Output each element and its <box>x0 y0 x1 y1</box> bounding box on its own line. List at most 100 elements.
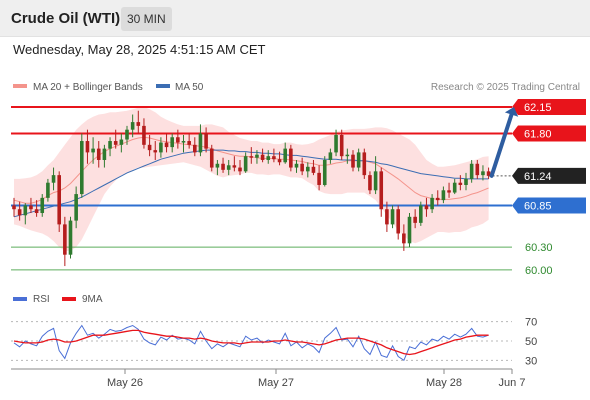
candle-body <box>390 209 395 225</box>
candle-body <box>108 141 112 149</box>
candle-body <box>153 150 158 153</box>
candle-body <box>294 163 299 168</box>
candle-body <box>238 167 242 172</box>
candle-body <box>68 220 73 255</box>
rsi-tick-label: 70 <box>525 317 537 329</box>
candles <box>12 110 491 267</box>
candle-body <box>29 205 33 210</box>
legend-label-9ma: 9MA <box>82 294 103 305</box>
candle-body <box>334 134 338 153</box>
rsi-panel: 70 50 30 RSI 9MA <box>11 294 537 367</box>
candle-body <box>419 205 423 223</box>
candle-body <box>74 194 78 221</box>
rsi-tick-label: 30 <box>525 355 537 367</box>
legend-swatch-ma50 <box>156 84 170 88</box>
forecast-arrow-shaft <box>489 112 514 178</box>
current-price-label: 61.24 <box>524 171 552 183</box>
candle-body <box>125 129 129 140</box>
candle-body <box>147 144 152 151</box>
candle-body <box>136 122 141 126</box>
candle-body <box>215 163 220 168</box>
candle-body <box>17 209 22 216</box>
candle-body <box>475 163 480 176</box>
candle-body <box>204 133 208 149</box>
level-label-62.15: 62.15 <box>524 102 552 114</box>
legend-label-rsi: RSI <box>33 294 50 305</box>
candle-body <box>85 141 90 153</box>
rsi-line <box>13 324 489 362</box>
instrument-title: Crude Oil (WTI) <box>11 10 121 27</box>
candle-body <box>12 205 16 210</box>
legend-swatch-ma20 <box>13 84 27 88</box>
level-label-60.00: 60.00 <box>525 265 553 277</box>
candle-body <box>311 166 316 173</box>
legend-label-ma50: MA 50 <box>175 82 204 93</box>
rsi-ma-line <box>13 329 489 356</box>
candle-body <box>486 171 491 176</box>
candle-body <box>46 182 50 198</box>
candle-body <box>430 197 434 210</box>
candle-body <box>91 148 95 153</box>
x-tick-label: May 26 <box>107 377 143 389</box>
candle-body <box>187 141 191 145</box>
candle-body <box>452 182 457 193</box>
candle-body <box>266 156 271 160</box>
candle-body <box>164 142 169 148</box>
level-lines: 62.15 61.80 60.85 60.30 60.00 <box>11 98 586 277</box>
candle-body <box>373 171 378 191</box>
candle-body <box>435 197 440 201</box>
candle-body <box>181 141 186 143</box>
candle-body <box>277 159 282 163</box>
candle-body <box>232 165 237 168</box>
candle-body <box>255 154 259 158</box>
candle-body <box>328 152 333 160</box>
legend-swatch-rsi <box>13 297 27 301</box>
candle-body <box>34 209 39 214</box>
candle-body <box>260 154 265 160</box>
candle-body <box>51 175 56 183</box>
x-tick-label: May 28 <box>426 377 462 389</box>
candle-body <box>221 163 225 170</box>
forecast-arrow-head <box>504 106 519 117</box>
bollinger-bands <box>14 106 489 251</box>
candle-body <box>113 141 118 145</box>
legend-swatch-9ma <box>62 297 76 301</box>
candle-body <box>130 122 135 130</box>
candle-body <box>57 175 61 225</box>
x-tick-label: Jun 7 <box>499 377 526 389</box>
candle-body <box>385 209 389 225</box>
candle-body <box>243 156 248 172</box>
x-tick-label: May 27 <box>258 377 294 389</box>
candle-body <box>96 148 101 160</box>
candle-body <box>176 137 180 143</box>
credit-text: Research © 2025 Trading Central <box>431 82 580 93</box>
candle-body <box>413 216 417 223</box>
level-tag-61.80 <box>512 125 586 142</box>
candle-body <box>300 163 304 172</box>
candle-body <box>356 152 361 168</box>
candle-body <box>226 165 231 170</box>
chart-datetime: Wednesday, May 28, 2025 4:51:15 AM CET <box>13 42 266 57</box>
candle-body <box>272 156 276 160</box>
candle-body <box>368 175 372 191</box>
candle-body <box>80 141 84 195</box>
level-label-60.30: 60.30 <box>525 242 553 254</box>
legends: MA 20 + Bollinger Bands MA 50 Research © 2… <box>13 82 580 93</box>
candle-body <box>424 205 429 210</box>
candle-body <box>159 142 163 153</box>
candle-body <box>407 216 412 244</box>
candle-body <box>345 154 350 157</box>
candle-body <box>193 144 197 153</box>
candle-body <box>379 171 384 210</box>
header-bar: Crude Oil (WTI) 30 MIN <box>0 0 590 37</box>
candle-body <box>464 178 468 185</box>
candle-body <box>142 125 146 145</box>
candle-body <box>396 209 400 234</box>
candle-body <box>351 154 355 168</box>
bollinger-band-area <box>14 106 489 251</box>
candle-body <box>317 172 321 185</box>
timeframe-badge[interactable]: 30 MIN <box>121 7 172 31</box>
candle-body <box>289 148 293 168</box>
candle-body <box>63 224 67 255</box>
